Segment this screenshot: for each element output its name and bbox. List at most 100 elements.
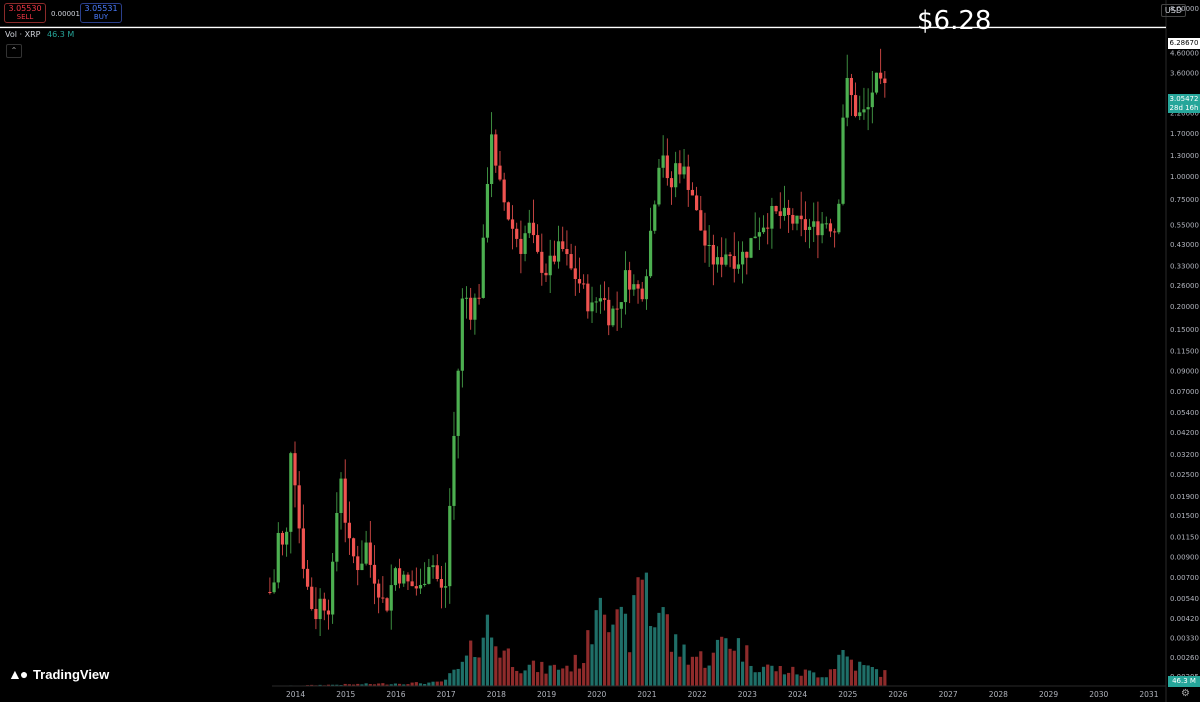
sell-button[interactable]: 3.05530 SELL — [4, 3, 46, 23]
volume-bar — [318, 684, 322, 686]
volume-bar — [335, 684, 339, 686]
volume-bar — [356, 683, 360, 686]
candle-body — [565, 249, 569, 255]
candle-body — [293, 453, 297, 486]
candle-body — [339, 478, 343, 513]
volume-bar — [749, 665, 753, 686]
candle-body — [448, 505, 452, 587]
candle-body — [728, 254, 732, 257]
y-tick-label: 0.04200 — [1170, 429, 1199, 437]
currency-selector[interactable]: USD — [1160, 4, 1186, 17]
candle-body — [682, 166, 686, 175]
volume-bar — [410, 682, 414, 686]
volume-bar — [741, 661, 745, 686]
volume-bar — [724, 638, 728, 686]
volume-bar — [853, 670, 858, 686]
candle-body — [732, 256, 736, 269]
candle-body — [481, 237, 485, 298]
volume-bar — [561, 668, 565, 686]
y-tick-label: 0.01900 — [1170, 493, 1199, 501]
x-tick-label: 2028 — [989, 690, 1008, 699]
volume-bar — [795, 674, 799, 686]
volume-bar — [623, 613, 628, 686]
y-tick-label: 2.20000 — [1170, 109, 1199, 117]
candle-body — [301, 528, 305, 569]
volume-bar — [343, 683, 347, 686]
y-tick-label: 3.60000 — [1170, 70, 1199, 78]
volume-legend[interactable]: Vol · XRP 46.3 M — [5, 30, 74, 39]
x-tick-label: 2018 — [487, 690, 506, 699]
candle-body — [372, 564, 377, 584]
volume-bar — [678, 656, 682, 686]
buy-button[interactable]: 3.05531 BUY — [80, 3, 122, 23]
tradingview-logo[interactable]: ▲● TradingView — [8, 666, 109, 682]
volume-bar — [573, 654, 577, 686]
x-tick-label: 2024 — [788, 690, 807, 699]
y-tick-label: 1.00000 — [1170, 173, 1199, 181]
candle-body — [364, 542, 368, 564]
y-tick-label: 0.00260 — [1170, 654, 1199, 662]
candle-body — [594, 301, 598, 303]
candle-body — [782, 207, 787, 216]
candle-body — [582, 283, 586, 285]
volume-bar — [556, 669, 561, 686]
volume-bar — [799, 675, 803, 686]
candle-body — [456, 370, 460, 436]
candle-body — [331, 561, 335, 615]
candle-body — [393, 568, 397, 586]
buy-label: BUY — [93, 13, 109, 21]
x-tick-label: 2017 — [437, 690, 456, 699]
collapse-legend-button[interactable]: ⌃ — [6, 44, 22, 58]
sell-label: SELL — [16, 13, 34, 21]
candle-body — [657, 167, 661, 205]
volume-bar — [858, 661, 862, 686]
time-axis[interactable]: 2014 2015 2016 2017 2018 2019 2020 2021 2022 2023… — [272, 685, 1166, 699]
candle-body — [548, 255, 552, 276]
volume-bar — [766, 664, 770, 686]
candle-body — [828, 223, 833, 232]
candle-body — [343, 478, 347, 523]
volume-legend-label: Vol · XRP — [5, 30, 41, 39]
volume-bar — [803, 669, 807, 686]
y-tick-label: 0.02500 — [1170, 471, 1199, 479]
gear-icon[interactable]: ⚙ — [1181, 688, 1190, 699]
y-tick-label: 0.55000 — [1170, 221, 1199, 229]
candle-body — [356, 556, 360, 571]
x-tick-label: 2029 — [1039, 690, 1058, 699]
volume-bar — [418, 683, 423, 686]
volume-bar — [515, 670, 519, 686]
price-target-label[interactable]: $6.28 — [917, 6, 992, 36]
candle-body — [690, 189, 695, 196]
volume-bar — [586, 630, 590, 686]
y-tick-label: 0.00700 — [1170, 574, 1199, 582]
chevron-up-icon: ⌃ — [10, 46, 18, 55]
candle-body — [280, 532, 285, 545]
candle-body — [427, 567, 431, 584]
candle-body — [648, 230, 653, 277]
candle-body — [381, 597, 385, 599]
y-tick-label: 0.00420 — [1170, 615, 1199, 623]
volume-bar — [619, 606, 623, 686]
candle-body — [310, 586, 314, 609]
candle-body — [607, 299, 611, 326]
candle-body — [377, 583, 381, 598]
candle-body — [665, 155, 669, 179]
candle-body — [556, 241, 561, 262]
candle-body — [703, 230, 707, 246]
volume-price-tag: 46.3 M — [1168, 676, 1200, 687]
volume-bar — [782, 674, 787, 686]
candle-body — [561, 241, 565, 250]
candle-body — [502, 179, 506, 203]
candle-body — [628, 270, 632, 290]
candle-body — [787, 207, 791, 215]
candle-body — [636, 284, 640, 289]
candle-body — [841, 117, 845, 204]
price-axis[interactable]: 8.00000 4.60000 3.60000 2.20000 1.70000 1.300… — [1165, 0, 1199, 702]
candle-body — [669, 178, 674, 188]
volume-bar — [485, 614, 490, 686]
y-tick-label: 0.01500 — [1170, 512, 1199, 520]
volume-bar — [883, 670, 887, 686]
volume-bar — [653, 627, 657, 686]
candle-body — [347, 522, 351, 539]
